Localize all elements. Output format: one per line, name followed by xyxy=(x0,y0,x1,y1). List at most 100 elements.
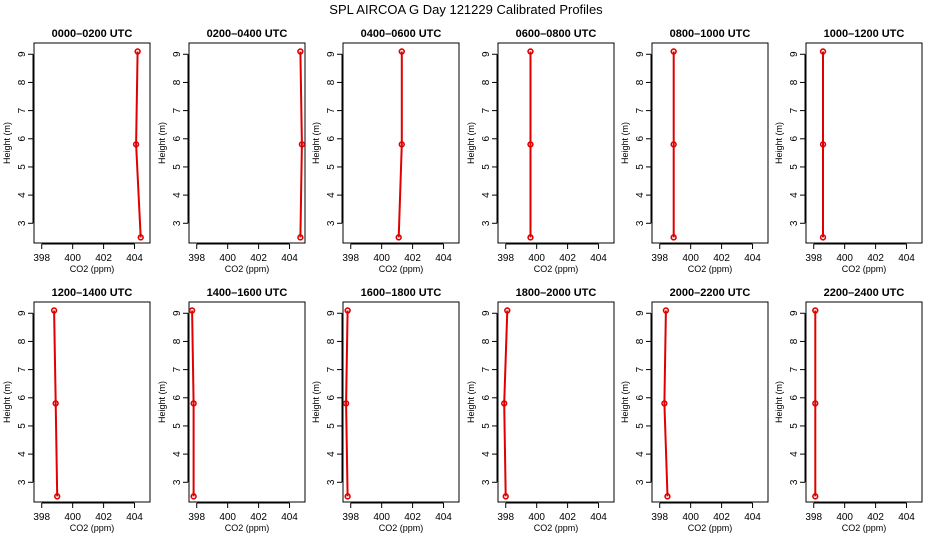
y-tick-label: 5 xyxy=(481,164,492,170)
profile-line xyxy=(503,310,509,497)
y-tick-label: 7 xyxy=(17,366,28,372)
profile-point xyxy=(670,234,677,241)
profile-line xyxy=(135,51,142,238)
profile-point xyxy=(812,307,819,314)
x-axis-label: CO2 (ppm) xyxy=(70,264,115,274)
y-tick-label: 9 xyxy=(17,51,28,57)
profile-line xyxy=(53,310,59,497)
panel-title: 0200–0400 UTC xyxy=(207,28,288,40)
y-tick-label: 9 xyxy=(635,51,646,57)
y-tick-label: 3 xyxy=(17,220,28,226)
y-tick-label: 8 xyxy=(172,79,183,85)
y-tick-label: 3 xyxy=(17,479,28,485)
profile-point xyxy=(819,141,827,148)
x-tick-label: 400 xyxy=(836,253,853,264)
y-tick-label: 3 xyxy=(326,220,337,226)
x-tick-label: 402 xyxy=(867,512,884,523)
y-tick-label: 6 xyxy=(326,136,337,142)
profile-point xyxy=(344,307,351,314)
profile-point xyxy=(52,400,59,407)
profile-point xyxy=(398,141,405,148)
profile-point xyxy=(134,48,141,55)
chart-panel: 2200–2400 UTC 398 400 402 404 CO2 (ppm) 3 4 5 6 7 8… xyxy=(774,287,923,533)
y-tick-label: 3 xyxy=(481,479,492,485)
profile-line xyxy=(191,310,195,497)
x-tick-label: 400 xyxy=(64,512,81,523)
x-tick-label: 404 xyxy=(281,253,298,264)
x-tick-label: 402 xyxy=(404,253,421,264)
profile-point xyxy=(527,141,534,148)
y-axis-label: Height (m) xyxy=(620,122,630,164)
y-tick-label: 4 xyxy=(635,451,646,457)
y-axis-label: Height (m) xyxy=(466,381,476,423)
y-tick-label: 8 xyxy=(481,338,492,344)
x-axis-label: CO2 (ppm) xyxy=(842,523,887,533)
x-tick-label: 404 xyxy=(126,253,143,264)
profile-point xyxy=(53,493,61,500)
x-tick-label: 398 xyxy=(33,253,50,264)
y-tick-label: 4 xyxy=(789,192,800,198)
y-tick-label: 8 xyxy=(789,79,800,85)
profile-point xyxy=(502,493,509,500)
y-tick-label: 7 xyxy=(172,107,183,113)
profile-point xyxy=(297,234,304,241)
profile-point xyxy=(342,400,350,407)
panel-title: 1600–1800 UTC xyxy=(361,287,442,299)
y-tick-label: 6 xyxy=(481,395,492,401)
x-axis-label: CO2 (ppm) xyxy=(225,264,270,274)
chart-panel: 1600–1800 UTC 398 400 402 404 CO2 (ppm) 3 4 5 6 7 8… xyxy=(311,287,460,533)
y-tick-label: 9 xyxy=(789,51,800,57)
x-tick-label: 398 xyxy=(497,253,514,264)
x-tick-label: 400 xyxy=(682,253,699,264)
x-tick-label: 402 xyxy=(559,512,576,523)
panel-title: 2200–2400 UTC xyxy=(824,287,905,299)
y-tick-label: 8 xyxy=(789,338,800,344)
x-tick-label: 398 xyxy=(805,512,822,523)
y-tick-label: 3 xyxy=(635,479,646,485)
x-tick-label: 398 xyxy=(33,512,50,523)
y-tick-label: 6 xyxy=(326,395,337,401)
profile-point xyxy=(297,48,304,55)
y-tick-label: 7 xyxy=(789,107,800,113)
y-tick-label: 8 xyxy=(326,79,337,85)
y-tick-label: 6 xyxy=(635,136,646,142)
profile-point xyxy=(132,141,140,148)
plot-frame xyxy=(188,42,306,244)
x-tick-label: 402 xyxy=(250,512,267,523)
y-tick-label: 7 xyxy=(17,107,28,113)
x-axis-label: CO2 (ppm) xyxy=(688,523,733,533)
x-tick-label: 400 xyxy=(836,512,853,523)
x-tick-label: 402 xyxy=(95,512,112,523)
profile-point xyxy=(137,234,144,241)
x-tick-label: 404 xyxy=(898,512,915,523)
x-tick-label: 402 xyxy=(404,512,421,523)
y-tick-label: 4 xyxy=(481,192,492,198)
x-tick-label: 400 xyxy=(528,253,545,264)
profile-point xyxy=(500,400,508,407)
panel-title: 1200–1400 UTC xyxy=(52,287,133,299)
profile-point xyxy=(812,493,819,500)
y-axis-label: Height (m) xyxy=(311,122,321,164)
y-tick-label: 4 xyxy=(481,451,492,457)
y-tick-label: 6 xyxy=(17,136,28,142)
y-tick-label: 5 xyxy=(17,423,28,429)
chart-panel: 1200–1400 UTC 398 400 402 404 CO2 (ppm) 3 4 5 6 7 8… xyxy=(2,287,151,533)
chart-panel: 0400–0600 UTC 398 400 402 404 CO2 (ppm) 3 4 5 6 7 8… xyxy=(311,28,460,274)
x-axis-label: CO2 (ppm) xyxy=(842,264,887,274)
y-tick-label: 5 xyxy=(17,164,28,170)
y-tick-label: 7 xyxy=(481,107,492,113)
y-axis-label: Height (m) xyxy=(2,381,12,423)
x-axis-label: CO2 (ppm) xyxy=(688,264,733,274)
y-axis-label: Height (m) xyxy=(157,122,167,164)
y-tick-label: 4 xyxy=(635,192,646,198)
plot-frame xyxy=(651,42,769,244)
x-tick-label: 400 xyxy=(528,512,545,523)
x-tick-label: 400 xyxy=(373,512,390,523)
y-tick-label: 8 xyxy=(17,338,28,344)
panel-title: 0000–0200 UTC xyxy=(52,28,133,40)
profile-point xyxy=(188,307,196,314)
profile-point xyxy=(661,400,668,407)
y-tick-label: 4 xyxy=(17,451,28,457)
chart-panel: 1800–2000 UTC 398 400 402 404 CO2 (ppm) 3 4 5 6 7 8… xyxy=(466,287,615,533)
